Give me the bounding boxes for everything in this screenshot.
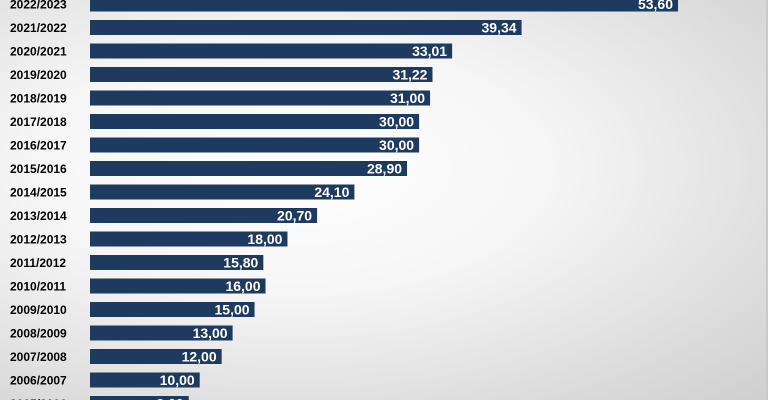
value-label: 12,00 xyxy=(182,349,217,365)
bar xyxy=(90,278,266,294)
bar xyxy=(90,349,222,364)
bar xyxy=(90,137,420,153)
bar xyxy=(90,208,318,223)
value-label: 15,80 xyxy=(223,255,258,271)
value-label: 31,00 xyxy=(390,90,425,106)
category-label: 2013/2014 xyxy=(10,209,67,223)
bar xyxy=(90,372,200,388)
category-label: 2007/2008 xyxy=(10,350,67,364)
category-label: 2011/2012 xyxy=(10,256,66,270)
category-label: 2006/2007 xyxy=(10,374,67,388)
value-label: 13,00 xyxy=(193,325,228,341)
bar xyxy=(90,43,453,59)
value-label: 18,00 xyxy=(247,231,282,247)
value-label: 20,70 xyxy=(277,208,312,224)
value-label: 15,00 xyxy=(215,302,250,318)
category-label: 2012/2013 xyxy=(10,233,67,247)
value-label: 33,01 xyxy=(412,43,447,59)
bar xyxy=(90,67,433,82)
value-label: 24,10 xyxy=(314,184,349,200)
value-label: 30,00 xyxy=(379,114,414,130)
value-label: 53,60 xyxy=(638,0,673,12)
category-label: 2022/2023 xyxy=(10,0,67,12)
bar xyxy=(90,184,355,200)
value-label: 30,00 xyxy=(379,137,414,153)
category-label: 2010/2011 xyxy=(10,280,66,294)
category-label: 2009/2010 xyxy=(10,303,67,317)
category-label: 2019/2020 xyxy=(10,68,67,82)
bar xyxy=(90,325,233,341)
value-label: 10,00 xyxy=(160,372,195,388)
value-label: 31,22 xyxy=(392,67,427,83)
category-label: 2016/2017 xyxy=(10,139,67,153)
category-label: 2014/2015 xyxy=(10,186,67,200)
bar xyxy=(90,302,255,317)
category-label: 2017/2018 xyxy=(10,115,67,129)
category-label: 2018/2019 xyxy=(10,92,67,106)
bar xyxy=(90,255,264,270)
category-label: 2021/2022 xyxy=(10,21,67,35)
category-label: 2020/2021 xyxy=(10,45,67,59)
bar xyxy=(90,90,431,106)
category-label: 2015/2016 xyxy=(10,162,67,176)
bar xyxy=(90,0,678,12)
category-label: 2005/2006 xyxy=(10,397,67,400)
value-label: 9,00 xyxy=(156,396,183,400)
bar xyxy=(90,114,420,129)
value-label: 39,34 xyxy=(482,20,517,36)
value-label: 16,00 xyxy=(225,278,260,294)
bar xyxy=(90,231,288,247)
value-label: 28,90 xyxy=(367,161,402,177)
bar xyxy=(90,20,522,35)
bar xyxy=(90,396,189,400)
category-label: 2008/2009 xyxy=(10,327,67,341)
bar xyxy=(90,161,408,176)
